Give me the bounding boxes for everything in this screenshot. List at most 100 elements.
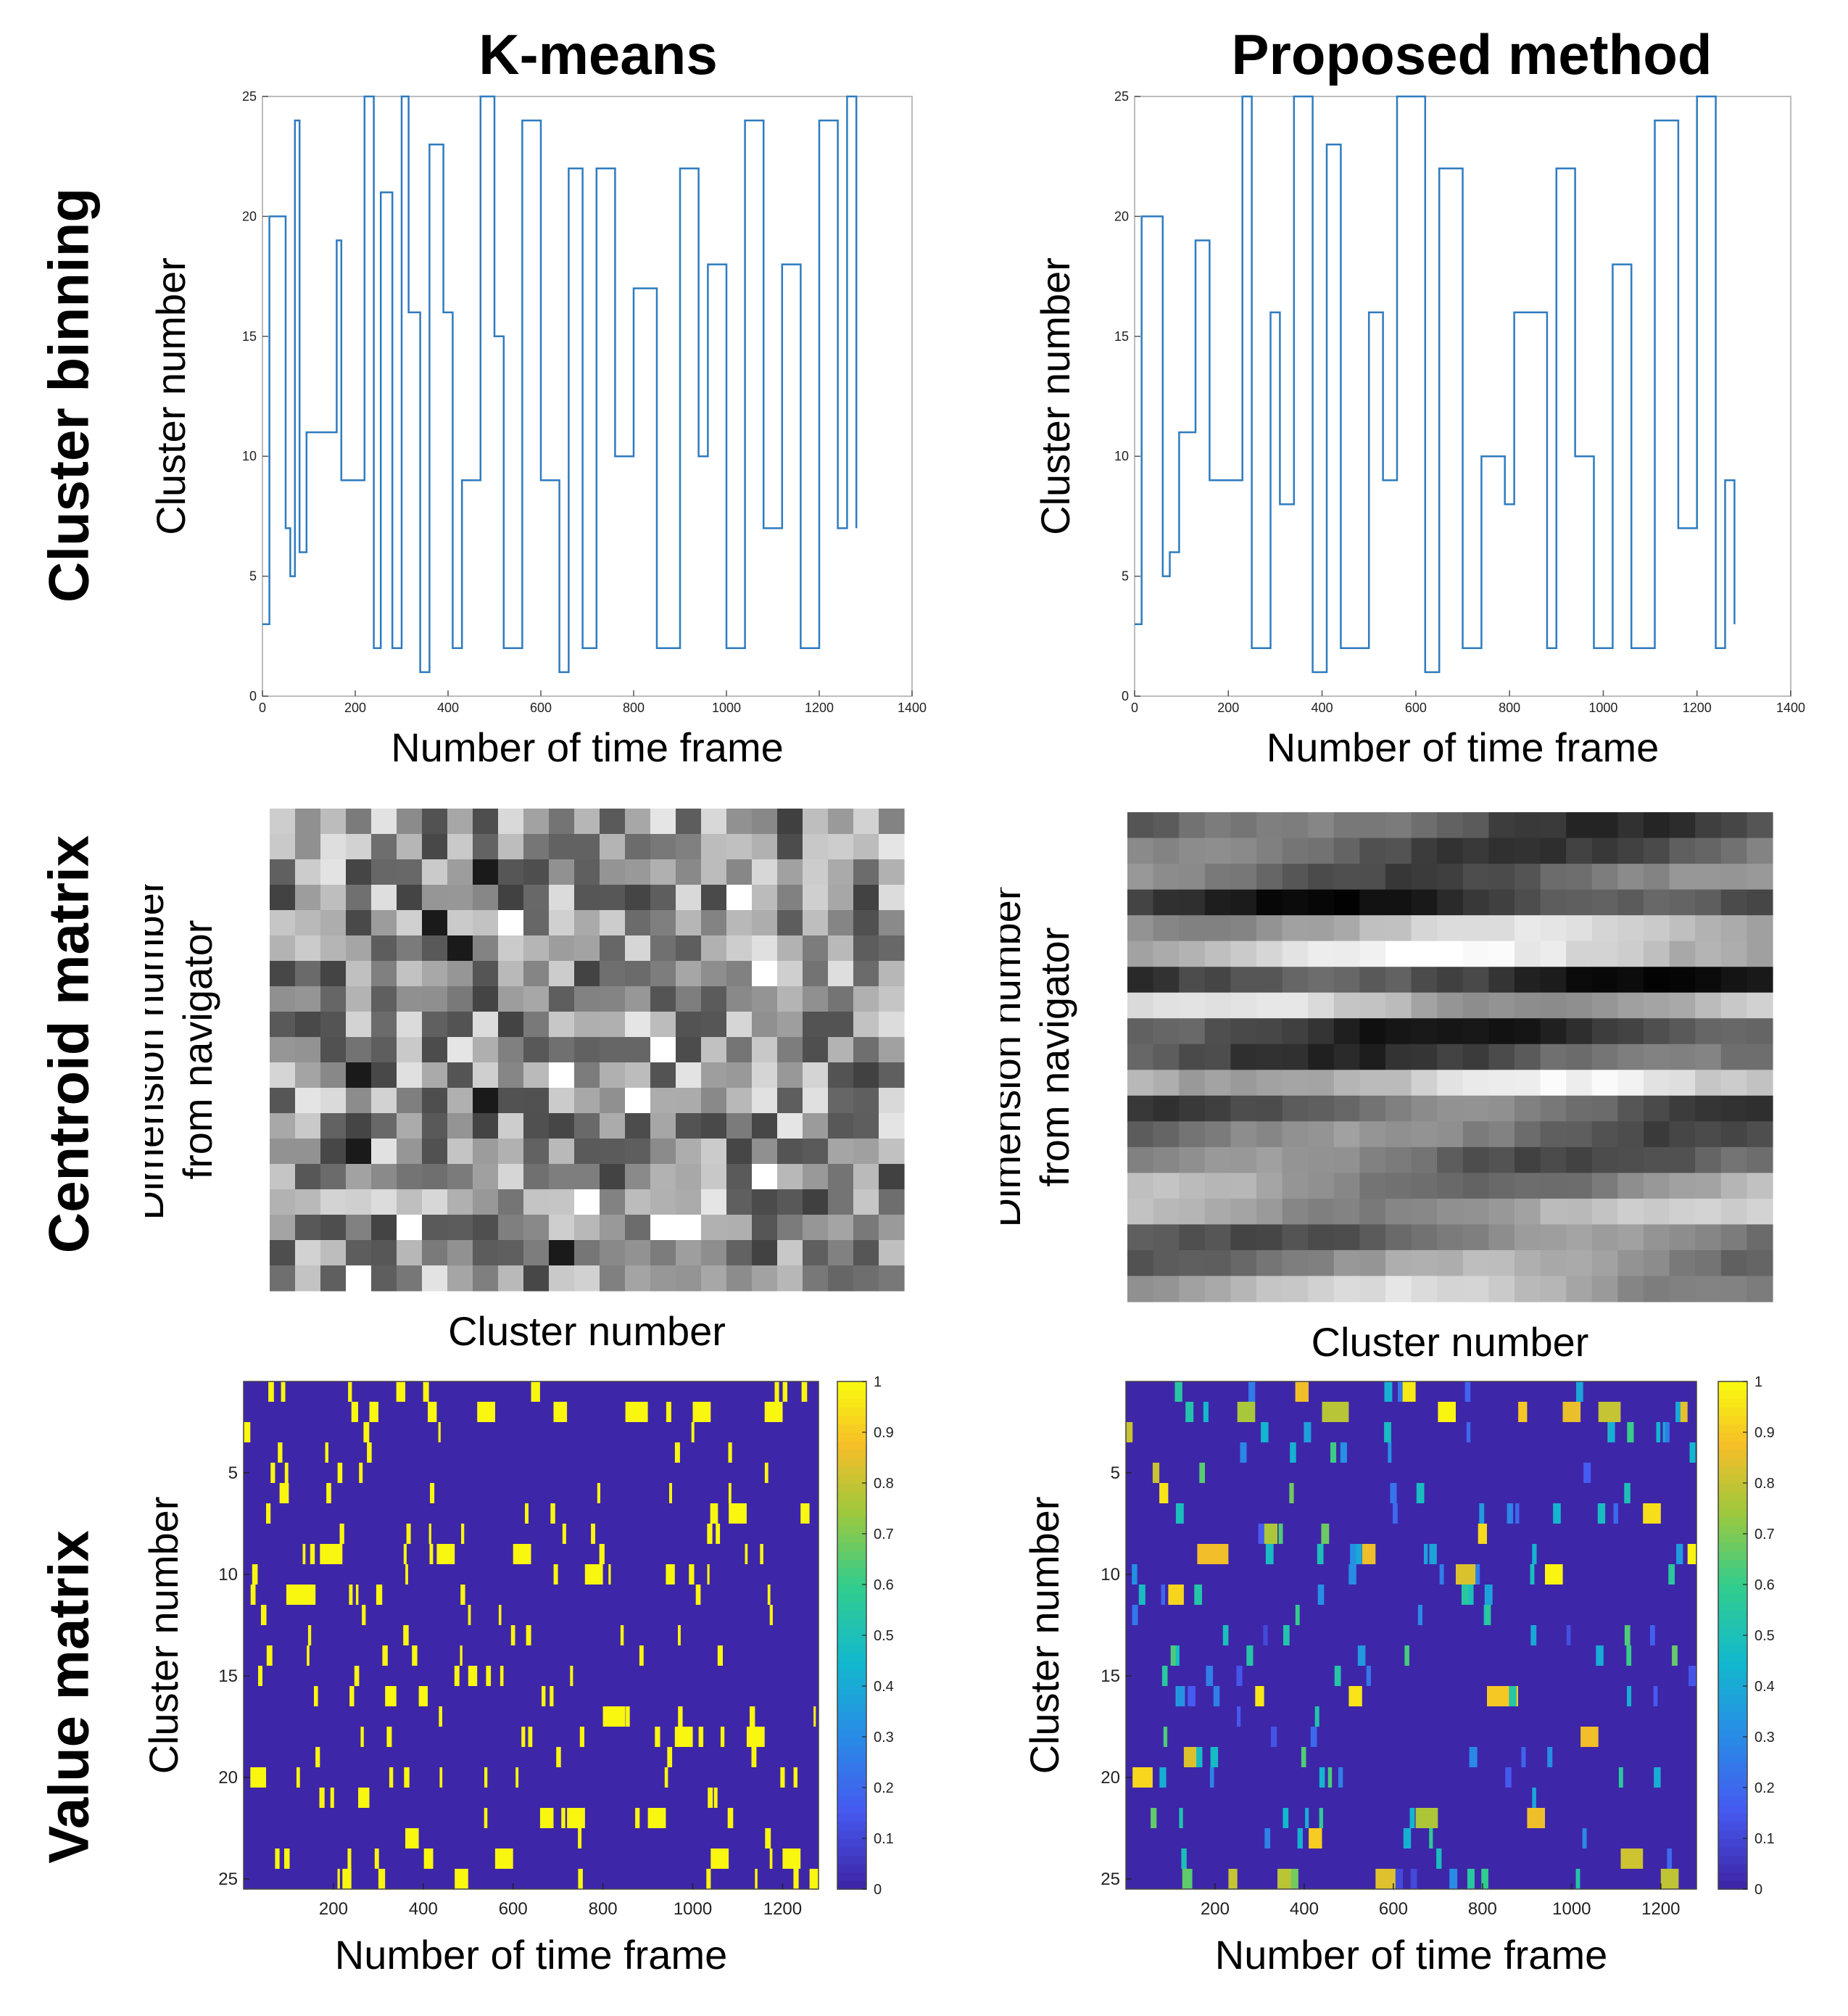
heatmap-cell xyxy=(600,885,626,911)
heatmap-cell xyxy=(281,1381,286,1402)
heatmap-cell xyxy=(385,1686,397,1706)
heatmap-cell xyxy=(523,809,550,835)
heatmap-cell xyxy=(347,1848,352,1869)
heatmap-cell xyxy=(1261,1422,1269,1442)
heatmap-cell xyxy=(879,1240,905,1266)
heatmap-cell xyxy=(777,986,803,1012)
heatmap-cell xyxy=(266,1503,271,1524)
colorbar-tick-label: 1 xyxy=(874,1374,882,1390)
heatmap-cell xyxy=(1540,1173,1567,1199)
heatmap-cell xyxy=(1153,1121,1180,1148)
heatmap-cell xyxy=(270,834,296,860)
heatmap-cell xyxy=(1127,1224,1154,1251)
heatmap-cell xyxy=(600,1215,626,1241)
heatmap-cell xyxy=(1437,967,1464,993)
heatmap-cell xyxy=(1230,1070,1257,1096)
heatmap-cell xyxy=(1127,992,1154,1019)
heatmap-cell xyxy=(1138,1585,1145,1605)
heatmap-cell xyxy=(726,1012,753,1038)
heatmap-cell xyxy=(1695,889,1722,916)
colorbar-tick-label: 0.6 xyxy=(874,1577,894,1593)
heatmap-cell xyxy=(828,1240,854,1266)
heatmap-cell xyxy=(777,834,803,860)
heatmap-cell xyxy=(764,1402,783,1422)
heatmap-cell xyxy=(1488,967,1515,993)
heatmap-cell xyxy=(382,1645,388,1666)
heatmap-cell xyxy=(371,1012,397,1038)
heatmap-cell xyxy=(726,1215,753,1241)
heatmap-cell xyxy=(295,1164,321,1190)
heatmap-cell xyxy=(570,1666,573,1686)
colorbar-segment xyxy=(837,1567,866,1577)
heatmap-cell xyxy=(362,1605,366,1625)
heatmap-cell xyxy=(1385,1095,1412,1122)
heatmap-cell xyxy=(1308,1044,1335,1070)
y-tick-label: 10 xyxy=(218,1565,238,1585)
colorbar-segment xyxy=(837,1601,866,1611)
heatmap-cell xyxy=(521,1727,526,1747)
heatmap-cell xyxy=(1591,992,1618,1019)
heatmap-cell xyxy=(1179,1070,1206,1096)
heatmap-cell xyxy=(765,1828,771,1848)
heatmap-cell xyxy=(828,961,854,987)
heatmap-cell xyxy=(460,1645,463,1666)
heatmap-cell xyxy=(1669,967,1696,993)
colorbar-segment xyxy=(1718,1381,1747,1391)
heatmap-cell xyxy=(1308,889,1335,916)
heatmap-cell xyxy=(320,1037,347,1063)
heatmap-cell xyxy=(1179,941,1206,967)
heatmap-cell xyxy=(1462,1095,1489,1122)
heatmap-cell xyxy=(1179,1018,1206,1045)
heatmap-cell xyxy=(752,1265,778,1292)
heatmap-cell xyxy=(1256,992,1283,1019)
x-tick-label: 1000 xyxy=(1552,1899,1591,1919)
heatmap-cell xyxy=(295,1265,321,1292)
colorbar-segment xyxy=(837,1525,866,1534)
heatmap-cell xyxy=(639,1645,644,1666)
heatmap-cell xyxy=(1403,1828,1412,1848)
y-axis-label: Cluster number xyxy=(1032,257,1078,535)
heatmap-cell xyxy=(1488,838,1515,864)
heatmap-cell xyxy=(1204,941,1231,967)
heatmap-cell xyxy=(1462,1121,1489,1148)
heatmap-cell xyxy=(600,961,626,987)
colorbar-segment xyxy=(837,1728,866,1738)
heatmap-cell xyxy=(1468,1585,1474,1605)
heatmap-cell xyxy=(1282,838,1309,864)
heatmap-cell xyxy=(1179,1147,1206,1173)
heatmap-cell xyxy=(447,859,473,885)
heatmap-cell xyxy=(1566,1121,1593,1148)
colorbar-segment xyxy=(1718,1846,1747,1856)
heatmap-cell xyxy=(371,935,397,962)
heatmap-cell xyxy=(1265,1544,1274,1564)
heatmap-cell xyxy=(553,1564,558,1585)
heatmap-cell xyxy=(1385,1224,1412,1251)
heatmap-cell xyxy=(1747,1018,1773,1045)
heatmap-cell xyxy=(1204,1173,1231,1199)
heatmap-cell xyxy=(1127,1044,1154,1070)
heatmap-cell xyxy=(1540,1249,1567,1276)
heatmap-cell xyxy=(1411,838,1438,864)
x-tick-label: 400 xyxy=(1290,1899,1319,1919)
heatmap-cell xyxy=(879,1088,905,1114)
heatmap-cell xyxy=(574,1088,600,1114)
heatmap-cell xyxy=(620,1625,624,1645)
heatmap-cell xyxy=(270,859,296,885)
colorbar-segment xyxy=(1718,1389,1747,1400)
heatmap-cell xyxy=(1282,1276,1309,1302)
heatmap-cell xyxy=(726,910,753,936)
heatmap-cell xyxy=(1591,915,1618,942)
heatmap-cell xyxy=(422,1113,448,1139)
heatmap-cell xyxy=(625,885,651,911)
heatmap-cell xyxy=(397,1037,423,1063)
heatmap-cell xyxy=(1747,1147,1773,1173)
heatmap-cell xyxy=(728,1483,732,1503)
heatmap-cell xyxy=(676,1215,702,1241)
heatmap-cell xyxy=(405,1564,408,1585)
heatmap-cell xyxy=(1613,1503,1618,1524)
colorbar-segment xyxy=(1718,1703,1747,1712)
heatmap-cell xyxy=(1348,1564,1356,1585)
heatmap-cell xyxy=(813,1706,816,1727)
heatmap-cell xyxy=(1333,1018,1360,1045)
heatmap-cell xyxy=(1668,1564,1675,1585)
